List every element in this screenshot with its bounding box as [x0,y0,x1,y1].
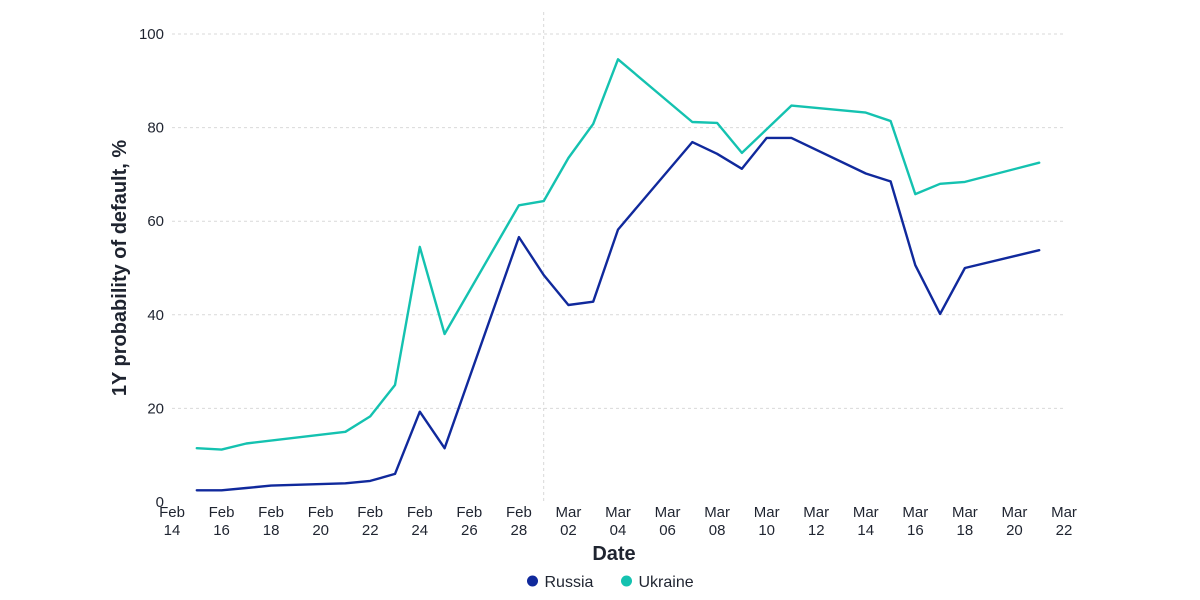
legend-marker-russia [527,575,538,587]
legend-label-ukraine: Ukraine [639,574,694,591]
x-tick-label-2022-02-24: Feb 24 [407,504,433,539]
x-tick-label-2022-03-22: Mar 22 [1051,504,1077,539]
x-tick-label-2022-03-14: Mar 14 [853,504,879,539]
x-tick-label-2022-02-22: Feb 22 [357,504,383,539]
y-axis-title: 1Y probability of default, % [109,140,131,397]
y-tick-label-100: 100 [139,26,164,43]
x-tick-label-2022-03-08: Mar 08 [704,504,730,539]
x-tick-label-2022-03-02: Mar 02 [556,504,582,539]
y-tick-label-40: 40 [147,307,164,324]
x-tick-label-2022-03-20: Mar 20 [1002,504,1028,539]
x-tick-label-2022-03-16: Mar 16 [902,504,928,539]
x-tick-label-2022-03-12: Mar 12 [803,504,829,539]
x-tick-label-2022-02-26: Feb 26 [456,504,482,539]
x-tick-label-2022-02-14: Feb 14 [159,504,185,539]
legend: Russia Ukraine [527,574,694,591]
series-layer [195,58,1041,492]
legend-label-russia: Russia [545,574,594,591]
series-line-ukraine [195,58,1041,451]
x-tick-label-2022-03-04: Mar 04 [605,504,631,539]
x-tick-label-2022-02-20: Feb 20 [308,504,334,539]
x-tick-label-2022-02-18: Feb 18 [258,504,284,539]
x-tick-labels: Feb 14 Feb 16 Feb 18 Feb 20 Feb 22 Feb 24 Feb 26 Feb 28… [159,504,1077,539]
y-tick-label-60: 60 [147,213,164,230]
x-tick-label-2022-03-06: Mar 06 [655,504,681,539]
y-tick-label-80: 80 [147,120,164,137]
legend-marker-ukraine [621,575,632,587]
x-axis-title: Date [592,543,635,565]
grid-layer [172,12,1064,502]
x-tick-label-2022-03-18: Mar 18 [952,504,978,539]
y-tick-label-20: 20 [147,400,164,417]
series-line-russia [195,136,1041,492]
x-tick-label-2022-03-10: Mar 10 [754,504,780,539]
x-tick-label-2022-02-16: Feb 16 [209,504,235,539]
y-tick-label-0: 0 [156,494,164,511]
x-tick-label-2022-02-28: Feb 28 [506,504,532,539]
y-tick-labels: 0 20 40 60 80 100 [139,26,164,511]
